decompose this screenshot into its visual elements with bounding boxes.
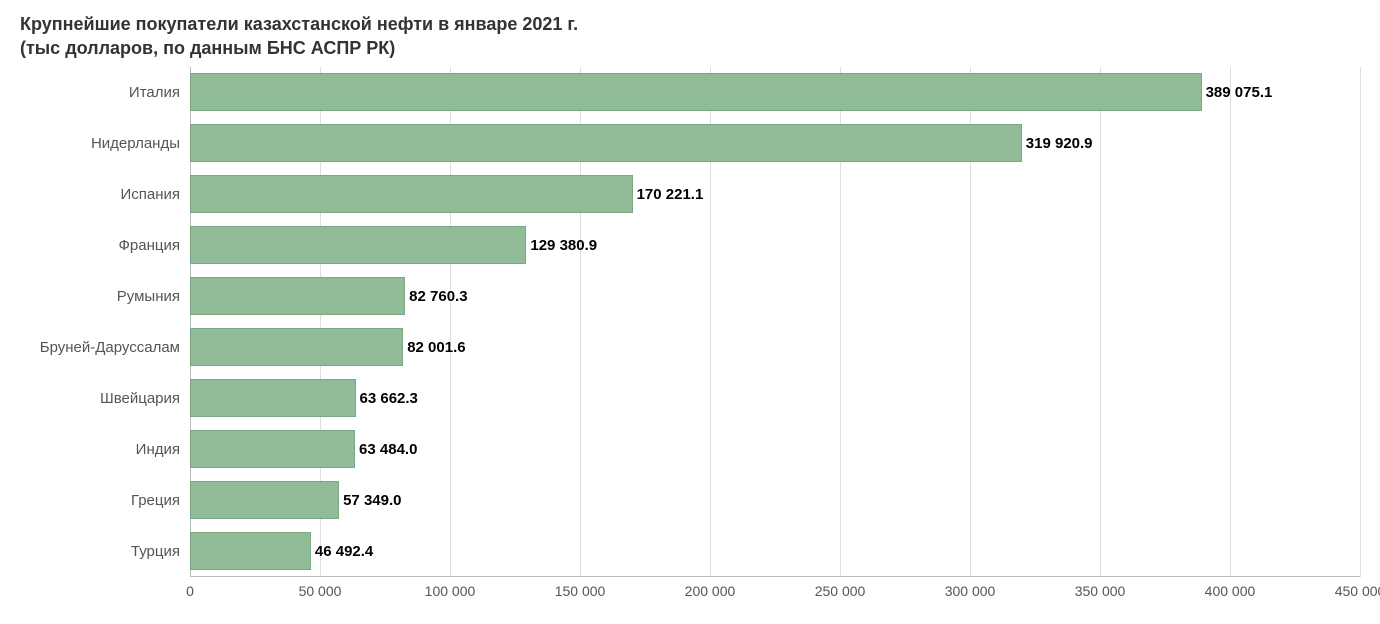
bar — [190, 124, 1022, 162]
bar — [190, 532, 311, 570]
chart-title-line1: Крупнейшие покупатели казахстанской нефт… — [20, 12, 1360, 36]
y-axis-label: Франция — [20, 220, 180, 271]
x-axis-tick-label: 0 — [186, 583, 194, 599]
bar-row: 319 920.9 — [190, 124, 1360, 162]
x-axis-tick-label: 50 000 — [299, 583, 342, 599]
x-axis-tick-label: 200 000 — [685, 583, 736, 599]
bar-value-label: 63 662.3 — [360, 390, 418, 407]
bar — [190, 73, 1202, 111]
y-axis-label: Нидерланды — [20, 118, 180, 169]
bar-row: 46 492.4 — [190, 532, 1360, 570]
bar-row: 170 221.1 — [190, 175, 1360, 213]
bar-row: 63 484.0 — [190, 430, 1360, 468]
gridline — [1360, 67, 1361, 577]
y-axis-label: Италия — [20, 67, 180, 118]
y-axis-label: Турция — [20, 526, 180, 577]
bar — [190, 175, 633, 213]
bar-value-label: 46 492.4 — [315, 543, 373, 560]
x-axis-tick-label: 250 000 — [815, 583, 866, 599]
bar-value-label: 170 221.1 — [637, 186, 704, 203]
bar-value-label: 82 001.6 — [407, 339, 465, 356]
bar — [190, 379, 356, 417]
bar-row: 389 075.1 — [190, 73, 1360, 111]
y-axis-label: Индия — [20, 424, 180, 475]
bar — [190, 430, 355, 468]
y-axis-label: Греция — [20, 475, 180, 526]
bar-value-label: 63 484.0 — [359, 441, 417, 458]
chart-title: Крупнейшие покупатели казахстанской нефт… — [20, 12, 1360, 61]
y-axis-labels: ИталияНидерландыИспанияФранцияРумынияБру… — [20, 67, 180, 577]
bars: 389 075.1 319 920.9 170 221.1 129 380.9 82 7… — [190, 67, 1360, 577]
y-axis-label: Бруней-Даруссалам — [20, 322, 180, 373]
y-axis-label: Румыния — [20, 271, 180, 322]
bar-value-label: 319 920.9 — [1026, 135, 1093, 152]
bar — [190, 226, 526, 264]
chart-container: Крупнейшие покупатели казахстанской нефт… — [0, 0, 1380, 624]
x-axis-tick-label: 100 000 — [425, 583, 476, 599]
bar-value-label: 57 349.0 — [343, 492, 401, 509]
x-axis-tick-label: 350 000 — [1075, 583, 1126, 599]
bar — [190, 277, 405, 315]
bar-value-label: 129 380.9 — [530, 237, 597, 254]
y-axis-label: Испания — [20, 169, 180, 220]
bar-value-label: 82 760.3 — [409, 288, 467, 305]
x-axis-tick-label: 450 000 — [1335, 583, 1380, 599]
x-axis-tick-label: 150 000 — [555, 583, 606, 599]
y-axis-label: Швейцария — [20, 373, 180, 424]
chart-title-line2: (тыс долларов, по данным БНС АСПР РК) — [20, 36, 1360, 60]
bar-row: 57 349.0 — [190, 481, 1360, 519]
x-axis-tick-label: 300 000 — [945, 583, 996, 599]
bar-row: 129 380.9 — [190, 226, 1360, 264]
bar-value-label: 389 075.1 — [1206, 84, 1273, 101]
plot-area: ИталияНидерландыИспанияФранцияРумынияБру… — [20, 67, 1360, 607]
x-axis-tick-label: 400 000 — [1205, 583, 1256, 599]
bar-row: 82 001.6 — [190, 328, 1360, 366]
bar — [190, 328, 403, 366]
bars-region: 389 075.1 319 920.9 170 221.1 129 380.9 82 7… — [190, 67, 1360, 577]
bar — [190, 481, 339, 519]
bar-row: 82 760.3 — [190, 277, 1360, 315]
bar-row: 63 662.3 — [190, 379, 1360, 417]
